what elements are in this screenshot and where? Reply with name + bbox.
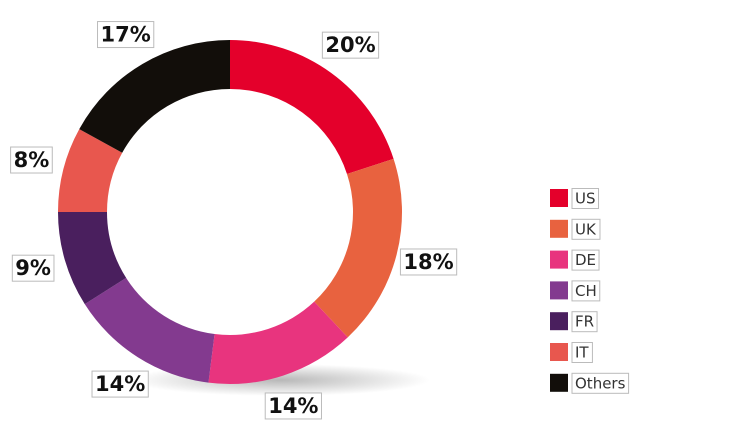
legend-label-box: [571, 342, 593, 363]
legend-swatch: [550, 281, 568, 300]
value-label: 9%: [15, 256, 51, 280]
value-label-box: [321, 31, 380, 59]
value-label: 14%: [268, 394, 318, 418]
value-label-box: [91, 370, 149, 398]
donut-slice: [230, 40, 394, 174]
value-label: 20%: [325, 33, 375, 57]
legend-swatch: [550, 343, 568, 361]
value-label: 17%: [101, 23, 151, 47]
legend-label-box: [571, 311, 598, 333]
legend-label: IT: [575, 344, 589, 362]
value-label-box: [10, 146, 53, 174]
legend-swatch: [550, 189, 568, 207]
value-label: 14%: [95, 372, 145, 396]
value-label: 18%: [403, 250, 453, 274]
legend-label-box: [571, 218, 601, 240]
donut-slice: [84, 277, 215, 383]
legend-label: Others: [575, 374, 626, 392]
value-label-box: [11, 254, 55, 282]
value-label-box: [264, 392, 322, 420]
legend-label-box: [571, 280, 601, 302]
legend-swatch: [550, 250, 568, 269]
legend-label: FR: [575, 313, 594, 331]
legend-label-box: [571, 188, 600, 209]
donut-slice: [79, 40, 230, 153]
donut-slice: [58, 129, 123, 212]
legend-swatch: [550, 373, 568, 392]
value-label-box: [399, 248, 458, 276]
legend-label: DE: [575, 251, 596, 269]
value-label: 8%: [14, 148, 50, 172]
donut-slice: [314, 158, 402, 338]
donut-slice: [58, 212, 127, 305]
legend-swatch: [550, 312, 568, 331]
donut-slice: [208, 301, 348, 385]
legend-label-box: [571, 372, 630, 394]
value-label-box: [97, 21, 155, 49]
legend-swatch: [550, 219, 568, 238]
legend-label: UK: [575, 220, 597, 238]
legend-label-box: [571, 249, 600, 271]
legend-label: CH: [575, 282, 597, 300]
legend-label: US: [575, 190, 596, 208]
